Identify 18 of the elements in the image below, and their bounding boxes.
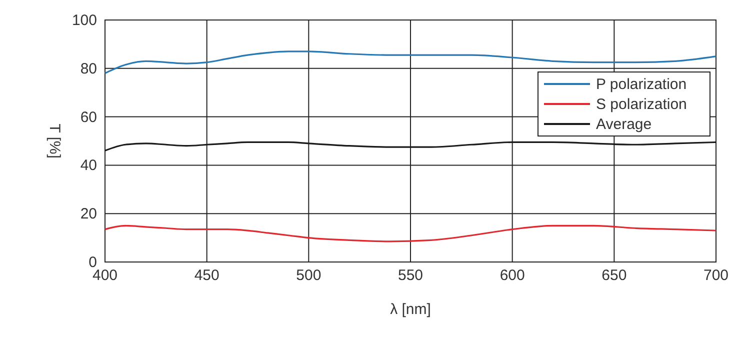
x-tick-label: 450: [194, 267, 220, 284]
line-series: [104, 50, 717, 74]
x-tick-label: 600: [500, 267, 525, 284]
legend-label: Average: [596, 116, 652, 133]
x-tick-label: 700: [703, 267, 729, 284]
y-tick-label: 40: [80, 157, 97, 174]
x-tick-label: 650: [602, 267, 627, 284]
legend-label: S polarization: [596, 96, 687, 113]
x-axis-title: λ [nm]: [390, 301, 431, 318]
y-tick-label: 100: [72, 12, 97, 29]
legend-label: P polarization: [596, 76, 687, 93]
line-series: [104, 224, 717, 242]
x-tick-label: 500: [296, 267, 322, 284]
x-tick-label: 550: [398, 267, 424, 284]
y-axis-title: T [%]: [46, 124, 63, 158]
y-tick-label: 20: [80, 206, 97, 223]
y-tick-label: 80: [80, 60, 97, 78]
y-tick-label: 60: [80, 108, 97, 126]
